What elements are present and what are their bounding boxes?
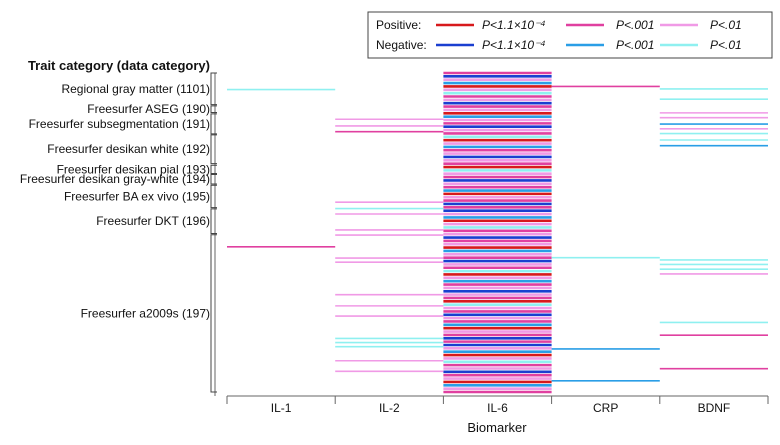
legend-threshold-3: P<.01 [710, 18, 742, 32]
legend-threshold-neg-2: P<.001 [616, 38, 654, 52]
legend-positive-label: Positive: [376, 18, 421, 32]
category-label-4: Freesurfer desikan pial (193) [57, 162, 210, 176]
category-bracket-0 [210, 72, 217, 106]
category-label-2: Freesurfer subsegmentation (191) [29, 117, 210, 131]
category-bracket-3 [210, 134, 217, 165]
category-label-7: Freesurfer DKT (196) [96, 214, 210, 228]
category-bracket-4 [210, 164, 217, 174]
column-labels: IL-1 IL-2 IL-6 CRP BDNF [271, 401, 730, 415]
category-label-5: Freesurfer desikan gray-white (194) [20, 172, 210, 186]
column-label-4: BDNF [698, 401, 731, 415]
legend-threshold-1: P<1.1×10⁻⁴ [482, 18, 546, 32]
category-label-1: Freesurfer ASEG (190) [87, 102, 210, 116]
category-label-3: Freesurfer desikan white (192) [47, 142, 210, 156]
category-bracket-7 [210, 208, 217, 234]
category-label-8: Freesurfer a2009s (197) [81, 306, 210, 320]
column-label-3: CRP [593, 401, 618, 415]
row-header-title: Trait category (data category) [28, 58, 210, 73]
column-label-2: IL-6 [487, 401, 508, 415]
category-label-0: Regional gray matter (1101) [61, 82, 210, 96]
legend: Positive: Negative: P<1.1×10⁻⁴ P<.001 P<.0… [367, 11, 773, 59]
legend-threshold-2: P<.001 [616, 18, 654, 32]
legend-threshold-neg-1: P<1.1×10⁻⁴ [482, 38, 546, 52]
category-label-6: Freesurfer BA ex vivo (195) [64, 189, 210, 203]
column-label-1: IL-2 [379, 401, 400, 415]
category-bracket-5 [210, 173, 217, 185]
column-label-0: IL-1 [271, 401, 292, 415]
data-lines [227, 71, 768, 394]
category-bracket-6 [210, 184, 217, 209]
legend-box [367, 11, 773, 59]
x-axis-label: Biomarker [467, 420, 527, 435]
category-bracket-1 [210, 105, 217, 114]
category-bracket-8 [210, 234, 217, 393]
category-labels: Regional gray matter (1101) Freesurfer AS… [20, 72, 217, 393]
legend-threshold-neg-3: P<.01 [710, 38, 742, 52]
legend-negative-label: Negative: [376, 38, 427, 52]
category-bracket-2 [210, 113, 217, 135]
